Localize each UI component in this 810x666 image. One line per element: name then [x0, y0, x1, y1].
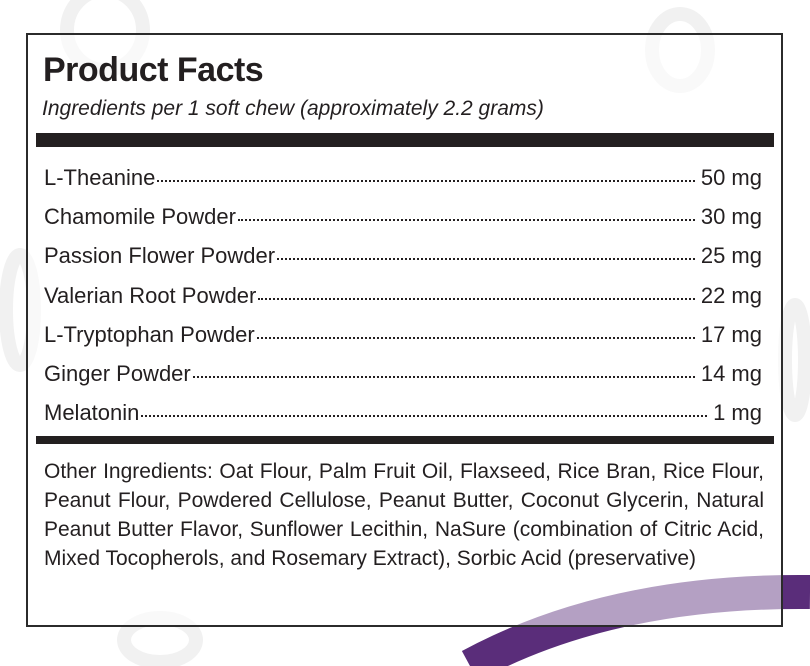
ingredient-row: Melatonin 1 mg — [44, 400, 762, 439]
ingredient-name: L-Theanine — [44, 165, 156, 190]
ingredient-amount: 30 mg — [700, 204, 762, 230]
dot-leader — [237, 219, 695, 222]
ingredient-row: Passion Flower Powder 25 mg — [44, 243, 762, 282]
background-pattern-shape — [778, 298, 810, 422]
serving-subtitle: Ingredients per 1 soft chew (approximate… — [42, 97, 544, 120]
ingredient-row: Valerian Root Powder 22 mg — [44, 283, 762, 322]
ingredient-name: Ginger Powder — [44, 360, 191, 386]
ingredient-amount: 25 mg — [700, 243, 762, 269]
ingredient-name: Passion Flower Powder — [44, 243, 276, 269]
dot-leader — [157, 180, 695, 182]
ingredient-amount: 22 mg — [700, 282, 762, 308]
divider-medium — [36, 436, 774, 444]
ingredient-name: L-Tryptophan Powder — [44, 321, 255, 347]
dot-leader — [277, 258, 695, 261]
ingredient-name: Chamomile Powder — [44, 204, 236, 230]
ingredient-list: L-Theanine 50 mg Chamomile Powder 30 mg P… — [44, 165, 762, 439]
dot-leader — [258, 297, 695, 300]
divider-thick — [36, 133, 774, 147]
ingredient-row: Ginger Powder 14 mg — [44, 361, 762, 400]
ingredient-row: Chamomile Powder 30 mg — [44, 204, 762, 243]
ingredient-name: Valerian Root Powder — [44, 282, 257, 308]
ingredient-name: Melatonin — [44, 400, 140, 426]
dot-leader — [192, 375, 695, 378]
ingredient-amount: 50 mg — [700, 165, 762, 190]
ingredient-row: L-Theanine 50 mg — [44, 165, 762, 204]
ingredient-amount: 1 mg — [713, 400, 762, 426]
product-facts-panel: Product Facts Ingredients per 1 soft che… — [26, 33, 783, 627]
ingredient-row: L-Tryptophan Powder 17 mg — [44, 322, 762, 361]
ingredient-amount: 14 mg — [700, 360, 762, 386]
ingredient-amount: 17 mg — [700, 321, 762, 347]
dot-leader — [256, 336, 695, 339]
dot-leader — [141, 415, 708, 418]
page-title: Product Facts — [43, 51, 264, 89]
other-ingredients-text: Other Ingredients: Oat Flour, Palm Fruit… — [44, 460, 764, 570]
